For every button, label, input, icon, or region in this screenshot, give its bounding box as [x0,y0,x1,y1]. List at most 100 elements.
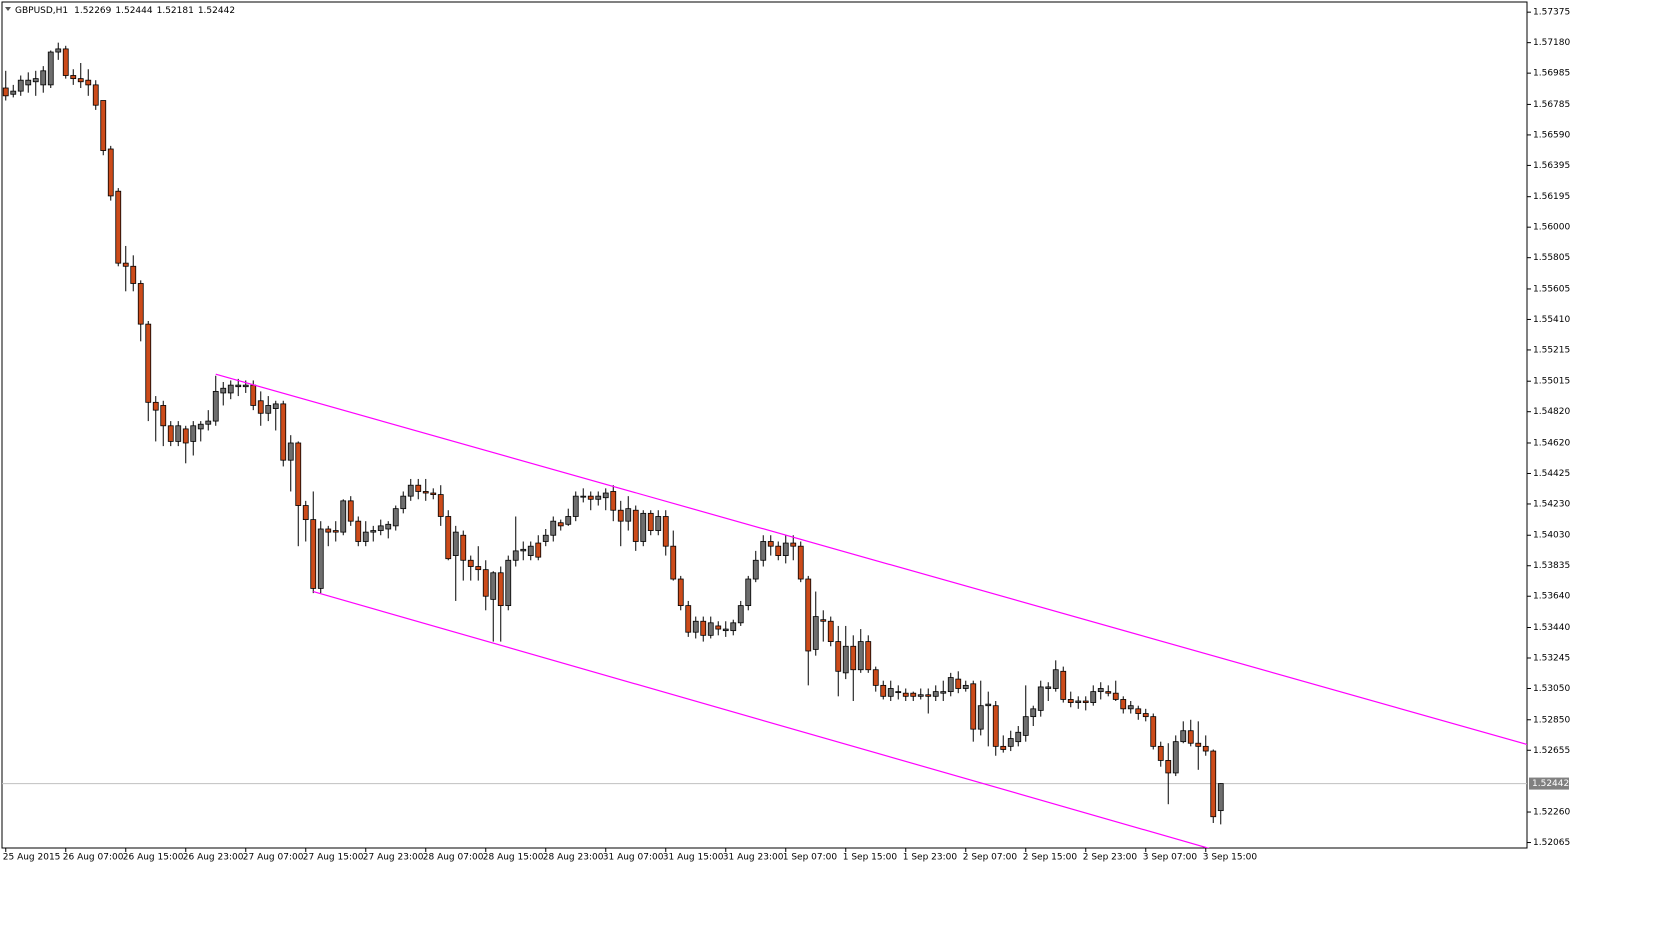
trendline [313,590,1210,848]
candle-body [947,677,954,693]
menu-arrow[interactable] [5,7,11,11]
header-close: 1.52442 [198,6,235,16]
candle-body [400,495,407,510]
candle-body [130,265,137,284]
candle-body [827,620,834,642]
x-tick-label: 1 Sep 07:00 [783,853,838,863]
candle-body [692,620,699,633]
candle-body [1075,700,1082,703]
candle-body [805,578,812,652]
candle-body [160,405,167,427]
candle-body [325,528,332,533]
candle-body [572,495,579,517]
chart-header: GBPUSD,H1 1.52269 1.52444 1.52181 1.52442 [15,6,235,16]
candle-body [17,79,24,92]
candle-body [362,531,369,542]
candle-body [145,323,152,403]
candle-body [220,387,227,394]
candle-body [1187,730,1194,744]
candle-body [610,491,617,511]
candle-body [550,520,557,536]
candle-body [872,669,879,686]
x-tick-label: 3 Sep 15:00 [1203,853,1258,863]
y-tick-label: 1.53835 [1533,561,1570,571]
candle-body [385,523,392,530]
candle-body [1195,742,1202,747]
candle-body [437,494,444,517]
candle-body [467,559,474,567]
y-tick-label: 1.53440 [1533,623,1570,633]
x-tick-label: 27 Aug 23:00 [363,853,424,863]
candle-body [1007,738,1014,747]
candle-body [715,625,722,630]
candle-body [955,678,962,689]
y-tick-label: 1.55015 [1533,377,1570,387]
candle-body [1210,750,1217,818]
candle-body [1030,708,1037,718]
x-tick-label: 26 Aug 23:00 [183,853,244,863]
x-tick-label: 27 Aug 15:00 [303,853,364,863]
candle-body [880,684,887,697]
y-tick-label: 1.56785 [1533,100,1570,110]
candle-body [1015,731,1022,743]
candle-body [1135,708,1142,714]
y-tick-label: 1.53050 [1533,684,1570,694]
candle-body [175,425,182,442]
candle-body [655,516,662,531]
y-tick-label: 1.56590 [1533,130,1570,140]
candle-body [1172,741,1179,774]
candle-body [722,628,729,632]
candle-body [1060,670,1067,700]
candle-body [482,569,489,597]
candle-body [970,683,977,730]
header-low: 1.52181 [157,6,194,16]
y-tick-label: 1.54820 [1533,407,1570,417]
candle-body [115,190,122,264]
candle-body [1202,745,1209,752]
candle-body [370,530,377,533]
candle-body [2,87,9,97]
header-open: 1.52269 [74,6,111,16]
candle-body [745,578,752,607]
candle-body [227,384,234,394]
candle-body [565,516,572,525]
candle-body [25,79,32,86]
candle-body [1112,692,1119,700]
candle-body [535,542,542,558]
candle-body [167,425,174,442]
x-tick-label: 31 Aug 15:00 [663,853,724,863]
candle-body [205,420,212,425]
candle-body [340,500,347,533]
candle-body [527,545,534,556]
candle-body [197,423,204,430]
plot-area [2,42,1527,848]
candle-body [730,622,737,632]
candle-body [1037,686,1044,711]
x-tick-label: 28 Aug 07:00 [423,853,484,863]
candle-body [265,405,272,414]
y-tick-label: 1.56395 [1533,161,1570,171]
candle-body [1180,730,1187,743]
candle-body [152,401,159,411]
candle-body [752,559,759,580]
candle-body [70,75,77,80]
candle-body [347,500,354,522]
candle-body [235,384,242,388]
candle-body [47,51,54,86]
candle-body [520,548,527,552]
candle-body [77,78,84,83]
candle-body [782,542,789,556]
candle-body [1105,691,1112,694]
candle-body [580,495,587,498]
candle-body [32,78,39,83]
candle-body [1067,699,1074,703]
candle-body [625,508,632,522]
x-tick-label: 31 Aug 07:00 [603,853,664,863]
candle-body [1000,745,1007,750]
candle-body [962,684,969,689]
y-tick-label: 1.54030 [1533,531,1570,541]
candle-body [992,705,999,747]
x-tick-label: 2 Sep 07:00 [963,853,1018,863]
candle-body [647,512,654,531]
x-tick-label: 1 Sep 15:00 [843,853,898,863]
